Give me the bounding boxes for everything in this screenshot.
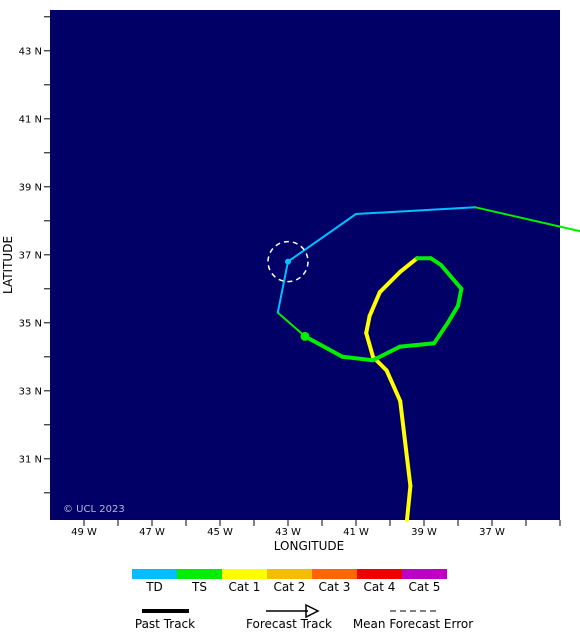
lon-tick-label: 47 W (139, 527, 165, 538)
past-track-segment (445, 303, 460, 325)
past-track-segment (398, 256, 420, 274)
y-axis-title: LATITUDE (1, 236, 15, 294)
lat-tick-label: 37 N (19, 250, 42, 261)
past-track-segment (384, 368, 403, 403)
colorbar-swatch (402, 569, 447, 579)
colorbar-swatch (177, 569, 222, 579)
category-colorbar: TD TS Cat 1 Cat 2 Cat 3 Cat 4 Cat 5 (132, 569, 447, 594)
past-track-segment (405, 484, 413, 522)
colorbar-label: Cat 3 (319, 580, 351, 594)
past-track-segment (371, 344, 403, 363)
forecast-track-segment (276, 311, 306, 338)
past-track-segment (340, 354, 375, 363)
past-track-label: Past Track (135, 617, 195, 631)
lat-tick-label: 41 N (19, 114, 42, 125)
lat-tick-label: 43 N (19, 46, 42, 57)
ocean-background (50, 10, 560, 520)
colorbar-swatch (222, 569, 267, 579)
forecast-track-label: Forecast Track (246, 617, 332, 631)
longitude-ticks: 49 W 47 W 45 W 43 W 41 W 39 W 37 W (71, 520, 561, 538)
colorbar-swatch (267, 569, 312, 579)
colorbar-swatch (312, 569, 357, 579)
map-plot-area: © UCL 2023 (50, 10, 580, 522)
past-track-segment (439, 263, 464, 291)
track-layer (276, 206, 580, 522)
lon-tick-label: 39 W (411, 527, 437, 538)
lon-tick-label: 37 W (479, 527, 505, 538)
past-track-segment (367, 290, 382, 318)
past-track-segment (398, 399, 413, 488)
colorbar-label: Cat 4 (364, 580, 396, 594)
colorbar-label: Cat 1 (229, 580, 261, 594)
forecast-track-segment (474, 206, 580, 233)
colorbar-label: Cat 5 (409, 580, 441, 594)
lon-tick-label: 41 W (343, 527, 369, 538)
lat-tick-label: 39 N (19, 182, 42, 193)
colorbar-swatch (357, 569, 402, 579)
colorbar-swatch (132, 569, 177, 579)
forecast-track-segment (276, 260, 289, 314)
colorbar-label: TD (145, 580, 163, 594)
lat-tick-label: 35 N (19, 318, 42, 329)
lat-tick-label: 33 N (19, 386, 42, 397)
legend: TD TS Cat 1 Cat 2 Cat 3 Cat 4 Cat 5 Past Track… (132, 569, 473, 631)
latitude-ticks: 43 N 41 N 39 N 37 N 35 N 33 N 31 N (19, 16, 50, 494)
past-track-segment (303, 334, 345, 359)
x-axis-title: LONGITUDE (274, 539, 344, 553)
mean-error-label: Mean Forecast Error (353, 617, 473, 631)
current-position-marker (300, 331, 310, 341)
past-track-segment (364, 314, 372, 335)
forecast-arrow-icon (305, 603, 320, 619)
lon-tick-label: 43 W (275, 527, 301, 538)
lat-tick-label: 31 N (19, 454, 42, 465)
forecast-point-marker (285, 258, 291, 265)
colorbar-label: Cat 2 (274, 580, 306, 594)
colorbar-label: TS (191, 580, 207, 594)
marker-layer (267, 240, 310, 341)
past-track-segment (428, 256, 443, 267)
forecast-track-segment (287, 213, 357, 263)
past-track-segment (398, 341, 437, 349)
past-track-segment (432, 320, 450, 346)
past-track-segment (456, 286, 464, 308)
past-track-segment (364, 331, 375, 359)
lon-tick-label: 49 W (71, 527, 97, 538)
copyright-text: © UCL 2023 (63, 504, 125, 515)
past-track-segment (377, 269, 403, 295)
forecast-error-circle (267, 240, 309, 283)
lon-tick-label: 45 W (207, 527, 233, 538)
forecast-track-segment (355, 206, 476, 215)
